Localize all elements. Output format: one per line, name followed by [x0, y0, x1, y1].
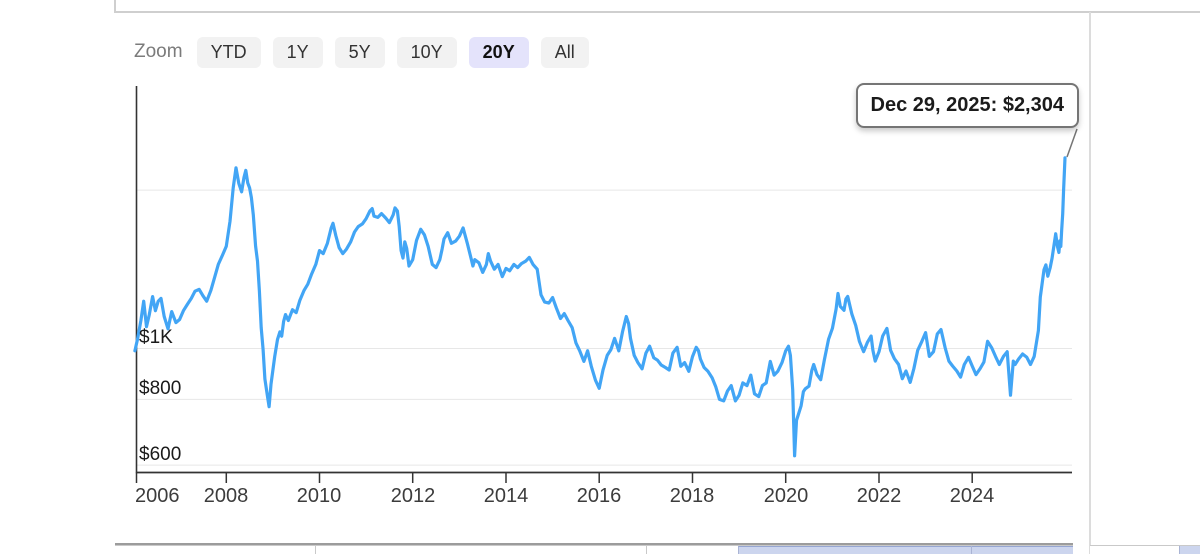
- zoom-button-10y[interactable]: 10Y: [396, 36, 457, 68]
- x-axis-label-2016: 2016: [576, 485, 622, 507]
- x-axis-label-2024: 2024: [949, 485, 995, 507]
- zoom-button-1y[interactable]: 1Y: [272, 36, 323, 68]
- price-chart[interactable]: [133, 86, 1095, 486]
- table-below-chart-right: [1090, 545, 1200, 554]
- table-below-chart[interactable]: [115, 545, 1073, 554]
- x-axis-label-2012: 2012: [390, 485, 436, 507]
- table-highlight-cell: [1179, 546, 1200, 554]
- x-axis-label-2010: 2010: [296, 485, 342, 507]
- x-axis-label-2008: 2008: [203, 485, 249, 507]
- x-axis-label-2022: 2022: [856, 485, 902, 507]
- tooltip-text: Dec 29, 2025: $2,304: [870, 94, 1065, 116]
- zoom-button-ytd[interactable]: YTD: [196, 36, 261, 68]
- zoom-label: Zoom: [134, 41, 183, 62]
- table-cell-border: [646, 546, 647, 554]
- top-left-divider: [114, 0, 116, 13]
- chart-tooltip: Dec 29, 2025: $2,304: [855, 83, 1079, 128]
- price-line-series: [133, 156, 1067, 458]
- zoom-button-20y[interactable]: 20Y: [468, 36, 529, 68]
- zoom-button-group: YTD 1Y 5Y 10Y 20Y All: [196, 36, 589, 68]
- tooltip-pointer: [1066, 128, 1078, 158]
- zoom-button-5y[interactable]: 5Y: [334, 36, 385, 68]
- zoom-button-all[interactable]: All: [540, 36, 589, 68]
- table-highlight-cell: [738, 546, 1073, 554]
- x-axis-label-2014: 2014: [483, 485, 529, 507]
- top-divider: [114, 11, 1200, 13]
- table-cell-border: [315, 546, 316, 554]
- table-cell-border: [971, 546, 972, 554]
- x-axis-label-2018: 2018: [669, 485, 715, 507]
- table-top-border: [115, 543, 1073, 545]
- zoom-controls: Zoom YTD 1Y 5Y 10Y 20Y All: [134, 36, 589, 68]
- vertical-divider: [1089, 12, 1091, 554]
- x-axis-label-2006: 2006: [135, 485, 180, 507]
- x-axis-label-2020: 2020: [763, 485, 809, 507]
